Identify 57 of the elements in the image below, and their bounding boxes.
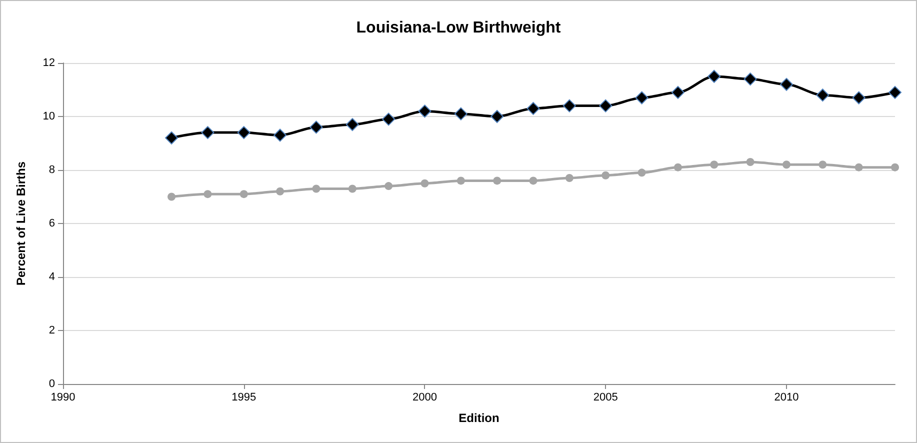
y-tick-label: 0: [48, 378, 55, 390]
point: [602, 171, 610, 180]
y-tick-label: 2: [48, 324, 55, 336]
x-tick-label: 2005: [593, 392, 618, 404]
point: [384, 182, 393, 190]
point: [816, 88, 830, 102]
point: [490, 110, 504, 123]
y-tick-label: 8: [48, 164, 55, 176]
point: [854, 163, 863, 172]
point: [565, 174, 574, 182]
point: [599, 99, 612, 112]
point: [782, 160, 790, 169]
point: [240, 190, 248, 198]
point: [382, 112, 396, 126]
point: [526, 102, 540, 115]
point: [638, 168, 646, 177]
point: [635, 91, 648, 104]
point: [671, 86, 684, 99]
y-tick-label: 4: [48, 271, 55, 283]
point: [454, 107, 468, 120]
point: [746, 158, 754, 166]
y-tick-label: 10: [42, 110, 55, 122]
point: [529, 176, 538, 185]
x-tick-label: 1990: [50, 392, 76, 404]
point: [744, 72, 757, 86]
point: [674, 163, 682, 172]
y-axis-title: Percent of Live Births: [14, 161, 28, 286]
point: [276, 187, 284, 196]
point: [312, 184, 320, 193]
point: [708, 70, 721, 83]
point: [274, 128, 287, 142]
point: [562, 99, 576, 112]
point: [456, 176, 465, 185]
point: [780, 78, 793, 91]
point: [818, 160, 827, 169]
y-tick-label: 6: [48, 218, 55, 230]
point: [888, 86, 902, 99]
point: [204, 190, 212, 198]
x-tick-label: 2010: [774, 392, 799, 404]
point: [891, 163, 899, 172]
x-axis-title: Edition: [458, 411, 500, 425]
point: [201, 126, 214, 140]
point: [348, 184, 356, 193]
point: [710, 160, 718, 169]
point: [420, 179, 429, 188]
point: [237, 126, 250, 140]
point: [310, 120, 323, 134]
point: [165, 131, 178, 144]
chart-title: Louisiana-Low Birthweight: [356, 20, 562, 36]
point: [852, 91, 866, 104]
x-tick-label: 2000: [412, 392, 437, 404]
point: [418, 104, 432, 118]
x-tick-label: 1995: [232, 392, 256, 404]
point: [493, 176, 502, 185]
point: [168, 192, 176, 201]
point: [346, 118, 359, 132]
y-tick-label: 12: [42, 57, 55, 69]
